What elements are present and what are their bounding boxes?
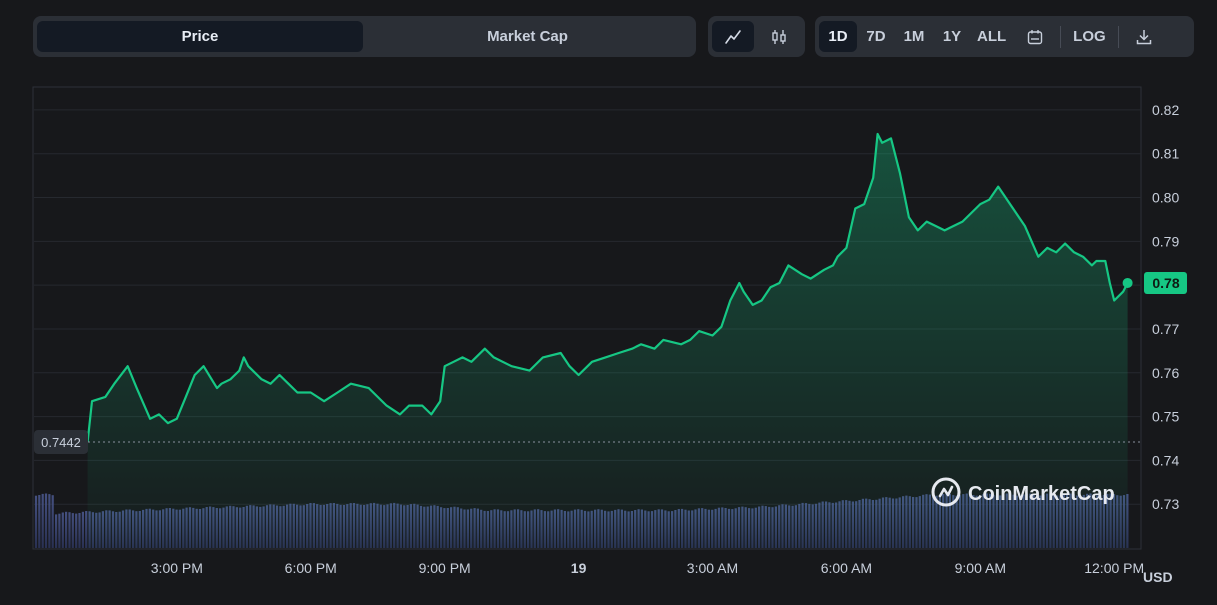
y-tick-label: 0.81	[1152, 146, 1179, 162]
y-axis: 0.73 0.74 0.75 0.76 0.77 0.78 0.79 0.80 0.81 0.82	[1152, 102, 1179, 512]
download-icon	[1136, 29, 1151, 44]
chart-type-tabs: Price Market Cap	[33, 16, 696, 57]
y-tick-label: 0.77	[1152, 321, 1179, 337]
coinmarketcap-logo-icon	[931, 477, 961, 507]
x-tick-label: 3:00 PM	[151, 560, 203, 576]
range-1d[interactable]: 1D	[819, 21, 857, 52]
volume-bar	[41, 493, 44, 548]
x-tick-label: 9:00 AM	[955, 560, 1006, 576]
y-tick-label: 0.82	[1152, 102, 1179, 118]
volume-bar	[78, 513, 81, 548]
chart-frame	[32, 86, 1142, 550]
y-tick-label: 0.74	[1152, 452, 1179, 468]
range-all[interactable]: ALL	[977, 28, 1007, 45]
x-tick-label: 9:00 PM	[419, 560, 471, 576]
volume-bar	[65, 511, 68, 548]
tab-market-cap[interactable]: Market Cap	[487, 28, 568, 45]
tab-price[interactable]: Price	[37, 21, 363, 52]
volume-bar	[44, 493, 48, 548]
brand-watermark: CoinMarketCap	[931, 477, 1115, 507]
volume-bar	[81, 511, 84, 548]
time-range-selector: 1D 7D 1M 1Y ALL LOG	[815, 16, 1194, 57]
y-tick-label: 0.76	[1152, 365, 1179, 381]
volume-bar	[55, 514, 58, 548]
toolbar-divider	[1060, 25, 1062, 48]
price-line	[86, 132, 1129, 443]
volume-bar	[38, 495, 41, 548]
line-chart-button[interactable]	[712, 21, 754, 52]
volume-bar	[51, 495, 54, 548]
volume-bar	[34, 495, 38, 548]
candlestick-icon	[772, 29, 786, 44]
x-axis: 3:00 PM 6:00 PM 9:00 PM 19 3:00 AM 6:00 AM 9:0…	[151, 560, 1144, 576]
current-price-dot	[1122, 277, 1133, 288]
candlestick-button[interactable]	[758, 21, 800, 52]
x-tick-label: 6:00 AM	[821, 560, 872, 576]
price-area	[87, 134, 1128, 548]
toolbar-divider	[1117, 25, 1119, 48]
brand-name: CoinMarketCap	[968, 483, 1115, 505]
download-button[interactable]	[1125, 21, 1163, 52]
range-1y[interactable]: 1Y	[942, 28, 962, 45]
range-1m[interactable]: 1M	[903, 28, 925, 45]
y-tick-label: 0.75	[1152, 409, 1179, 425]
x-tick-label: 12:00 PM	[1084, 560, 1144, 576]
y-tick-label: 0.79	[1152, 233, 1179, 249]
open-price-badge: 0.7442	[34, 429, 88, 454]
volume-bar	[48, 494, 51, 548]
y-tick-label: 0.80	[1152, 190, 1179, 206]
volume-bar	[61, 512, 64, 548]
calendar-button[interactable]	[1016, 21, 1054, 52]
volume-bar	[58, 513, 61, 548]
log-scale-button[interactable]: LOG	[1073, 28, 1106, 45]
x-tick-label: 6:00 PM	[285, 560, 337, 576]
calendar-icon	[1027, 29, 1043, 44]
open-price-label: 0.7442	[41, 435, 81, 450]
y-tick-label: 0.73	[1152, 496, 1179, 512]
volume-bar	[75, 513, 78, 548]
currency-label: USD	[1143, 569, 1173, 585]
volume-bar	[85, 511, 88, 548]
volume-bar	[71, 513, 74, 548]
x-tick-label: 19	[571, 560, 587, 576]
x-tick-label: 3:00 AM	[687, 560, 738, 576]
current-price-badge: 0.78	[1144, 271, 1187, 294]
current-price-label: 0.78	[1152, 275, 1179, 291]
range-7d[interactable]: 7D	[866, 28, 886, 45]
line-chart-icon	[725, 29, 741, 44]
volume-bar	[68, 512, 71, 548]
chart-style-toggle	[708, 16, 805, 57]
